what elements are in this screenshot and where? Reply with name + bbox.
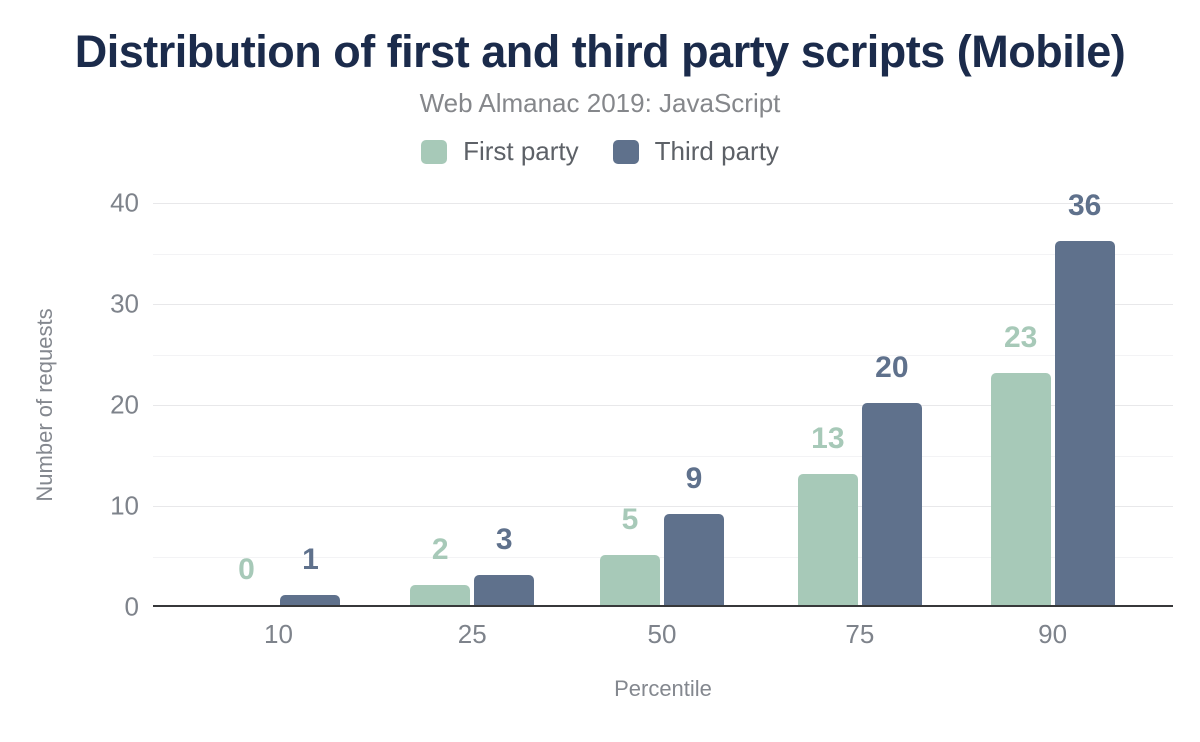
y-tick-label: 40	[110, 187, 139, 218]
gridline-10	[153, 506, 1173, 507]
y-tick-label: 0	[124, 591, 139, 622]
gridline-40	[153, 203, 1173, 204]
value-label: 2	[431, 532, 449, 566]
value-label: 36	[1067, 189, 1102, 223]
x-tick-label: 75	[845, 619, 875, 649]
bar-third-party-p10: 1	[280, 543, 341, 605]
legend-item-first-party: First party	[421, 136, 579, 167]
bar-third-party-p50: 9	[663, 462, 724, 605]
chart-title: Distribution of first and third party sc…	[74, 26, 1126, 77]
gridline-20	[153, 405, 1173, 406]
plot-area: 0 10 20 30 40 0 1 10 2 3 25 5 9 50 13 20 75 23 36 90	[110, 188, 1173, 649]
bar-third-party-p25: 3	[474, 523, 535, 605]
legend-label: Third party	[654, 136, 779, 166]
value-label: 23	[1003, 320, 1038, 354]
x-tick-label: 10	[263, 619, 293, 649]
value-label: 20	[875, 351, 909, 384]
third-party-swatch-icon	[612, 139, 639, 164]
gridline-30	[153, 304, 1173, 305]
bar-first-party-p50: 5	[599, 503, 660, 605]
value-label: 9	[685, 462, 703, 496]
y-axis-title: Number of requests	[32, 308, 57, 502]
y-tick-label: 10	[110, 490, 139, 521]
x-tick-label: 50	[647, 619, 677, 649]
bar-group-p90: 23 36	[990, 189, 1115, 605]
first-party-swatch-icon	[421, 139, 448, 164]
value-label: 3	[495, 522, 513, 556]
x-tick-label: 90	[1038, 619, 1068, 649]
value-label: 0	[238, 553, 255, 586]
bar-third-party-p90: 36	[1054, 189, 1115, 605]
value-label: 1	[302, 542, 319, 576]
x-axis-title: Percentile	[614, 676, 712, 701]
minor-gridline	[153, 556, 1173, 558]
x-tick-label: 25	[457, 619, 487, 649]
legend-item-third-party: Third party	[612, 136, 779, 167]
bar-first-party-p75: 13	[797, 422, 858, 605]
legend: First party Third party	[0, 136, 1200, 167]
bar-group-p75: 13 20	[797, 351, 922, 605]
minor-gridline	[153, 354, 1173, 356]
y-tick-label: 30	[110, 288, 139, 319]
value-label: 13	[811, 421, 845, 455]
bar-third-party-p75: 20	[861, 351, 922, 605]
bar-first-party-p25: 2	[410, 533, 471, 605]
minor-gridline	[153, 253, 1173, 255]
chart-subtitle: Web Almanac 2019: JavaScript	[419, 88, 781, 118]
y-tick-label: 20	[110, 389, 139, 420]
minor-gridline	[153, 455, 1173, 457]
value-label: 5	[621, 502, 639, 536]
bar-first-party-p90: 23	[990, 321, 1051, 605]
legend-label: First party	[463, 136, 579, 166]
